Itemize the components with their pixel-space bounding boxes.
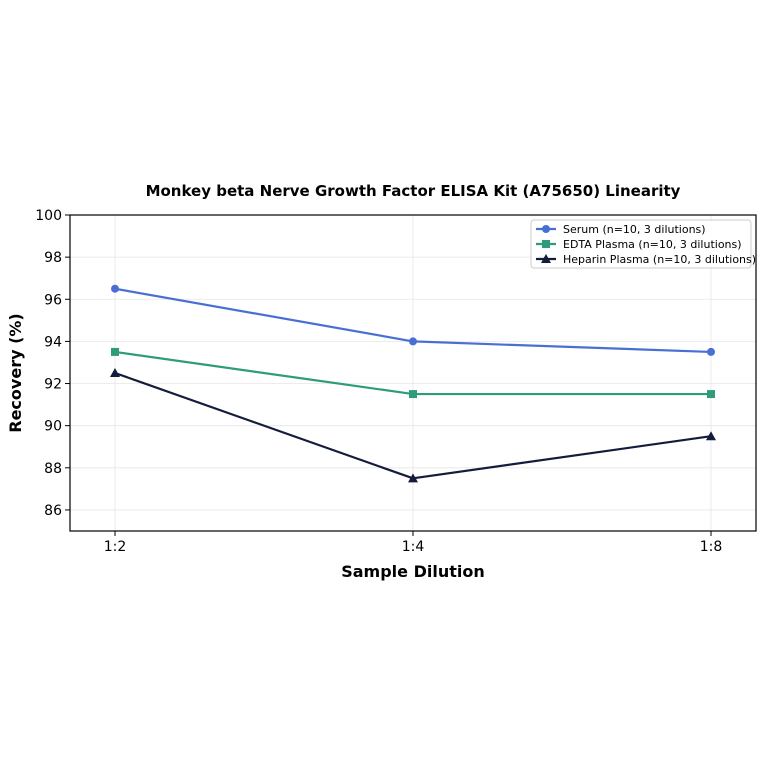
data-point <box>707 347 715 356</box>
legend-marker <box>542 225 550 233</box>
y-tick-label: 90 <box>44 419 62 435</box>
legend-item: Heparin Plasma (n=10, 3 dilutions) <box>536 253 756 266</box>
data-point <box>707 390 715 399</box>
y-tick-label: 88 <box>44 461 62 477</box>
data-point <box>110 368 120 377</box>
legend-label: Heparin Plasma (n=10, 3 dilutions) <box>563 253 756 266</box>
legend-box <box>530 219 752 269</box>
chart-title: Monkey beta Nerve Growth Factor ELISA Ki… <box>146 182 681 200</box>
x-tick-label: 1:2 <box>104 539 127 555</box>
x-tick-label: 1:8 <box>700 539 723 555</box>
data-point <box>409 337 417 346</box>
legend-item: EDTA Plasma (n=10, 3 dilutions) <box>536 238 742 251</box>
y-tick-label: 96 <box>44 292 62 308</box>
y-tick-label: 98 <box>44 250 62 266</box>
data-point <box>111 347 119 356</box>
legend: Serum (n=10, 3 dilutions) EDTA Plasma (n=… <box>530 219 756 269</box>
y-tick-label: 100 <box>35 208 62 224</box>
legend-marker <box>542 240 550 248</box>
x-tick-label: 1:4 <box>402 539 425 555</box>
series-1 <box>111 284 715 356</box>
series-3 <box>110 368 716 483</box>
legend-marker <box>541 254 551 263</box>
data-point <box>409 390 417 399</box>
legend-label: EDTA Plasma (n=10, 3 dilutions) <box>563 238 742 251</box>
series-2 <box>111 347 715 399</box>
y-tick-label: 86 <box>44 503 62 519</box>
data-point <box>111 284 119 293</box>
y-tick-label: 94 <box>44 334 62 350</box>
series-layer <box>110 284 716 483</box>
data-point <box>408 473 418 483</box>
legend-item: Serum (n=10, 3 dilutions) <box>536 223 706 236</box>
y-tick-label: 92 <box>44 377 62 393</box>
axes: 1:2 1:4 1:8 86 88 90 92 94 96 98 100 <box>35 208 722 555</box>
data-point <box>706 431 716 441</box>
x-axis-label: Sample Dilution <box>341 562 485 581</box>
y-axis-label: Recovery (%) <box>6 313 25 432</box>
legend-label: Serum (n=10, 3 dilutions) <box>563 223 706 236</box>
